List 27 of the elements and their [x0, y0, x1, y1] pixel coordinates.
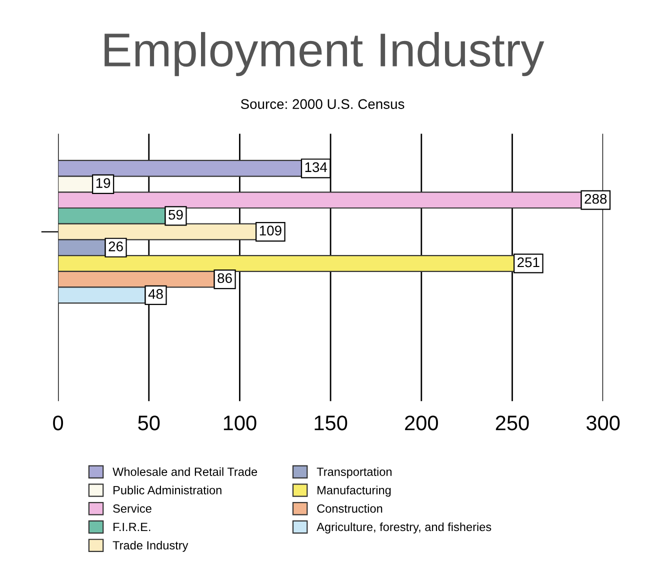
data-label: 26	[108, 242, 123, 252]
x-tick-label: 50	[138, 416, 160, 430]
legend-label: Transportation	[316, 467, 392, 478]
legend-label: F.I.R.E.	[114, 522, 150, 532]
data-label: 59	[168, 210, 183, 220]
x-tick-label: 100	[224, 416, 256, 430]
data-label: 109	[260, 226, 282, 236]
x-tick-label: 300	[586, 416, 620, 430]
data-label: 134	[305, 162, 328, 172]
legend-label: Wholesale and Retail Trade	[112, 467, 258, 476]
legend-label: Service	[113, 504, 152, 513]
x-tick-label: 200	[405, 416, 438, 430]
data-label: 288	[584, 194, 607, 204]
chart-subtitle: Source: 2000 U.S. Census	[240, 99, 404, 109]
x-tick-label: 250	[496, 416, 529, 430]
legend-label: Agriculture, forestry, and fisheries	[316, 522, 492, 534]
data-label: 86	[218, 273, 232, 284]
legend-label: Manufacturing	[318, 486, 391, 497]
data-label: 48	[148, 289, 163, 299]
x-tick-label: 150	[314, 416, 348, 430]
legend-label: Construction	[317, 504, 382, 513]
x-tick-label: 0	[53, 416, 64, 430]
data-label: 19	[96, 178, 110, 188]
chart-title: Employment Industry	[104, 32, 544, 76]
legend-label: Trade Industry	[112, 540, 188, 552]
data-label: 251	[518, 257, 540, 268]
legend-label: Public Administration	[114, 486, 222, 494]
